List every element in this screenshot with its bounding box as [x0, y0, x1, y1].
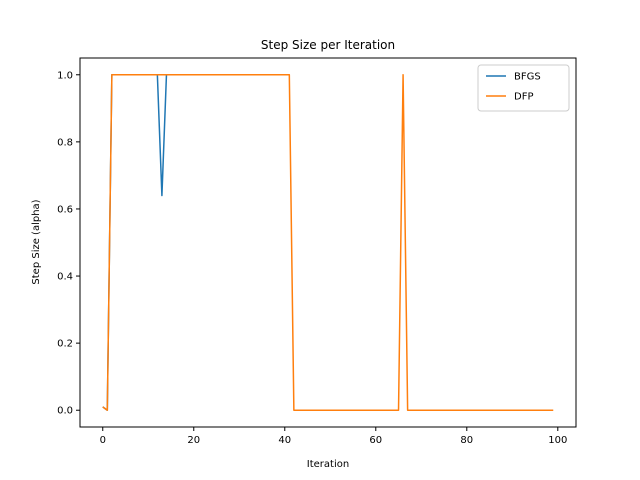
series-layer	[102, 74, 554, 411]
x-tick-label: 100	[548, 435, 567, 446]
x-tick-label: 0	[100, 435, 106, 446]
x-tick-label: 20	[187, 435, 200, 446]
x-axis-label: Iteration	[307, 459, 349, 470]
y-tick-label: 0.0	[57, 406, 73, 417]
y-axis: 0.0 0.2 0.4 0.6 0.8 1.0	[57, 70, 80, 417]
y-tick-label: 1.0	[57, 70, 73, 81]
x-axis: 0 20 40 60 80 100	[100, 427, 567, 446]
y-tick-label: 0.6	[57, 204, 73, 215]
x-tick-label: 60	[369, 435, 382, 446]
series-line-bfgs	[102, 74, 194, 411]
plot-frame	[79, 57, 577, 428]
y-axis-label: Step Size (alpha)	[31, 199, 42, 284]
y-tick-label: 0.4	[57, 272, 73, 283]
chart-title: Step Size per Iteration	[261, 38, 395, 52]
legend: BFGS DFP	[477, 64, 570, 112]
legend-label-bfgs: BFGS	[514, 72, 541, 83]
x-tick-label: 40	[278, 435, 291, 446]
legend-label-dfp: DFP	[514, 92, 533, 103]
y-tick-label: 0.2	[57, 339, 73, 350]
x-tick-label: 80	[460, 435, 473, 446]
series-line-dfp	[102, 74, 554, 411]
y-tick-label: 0.8	[57, 137, 73, 148]
